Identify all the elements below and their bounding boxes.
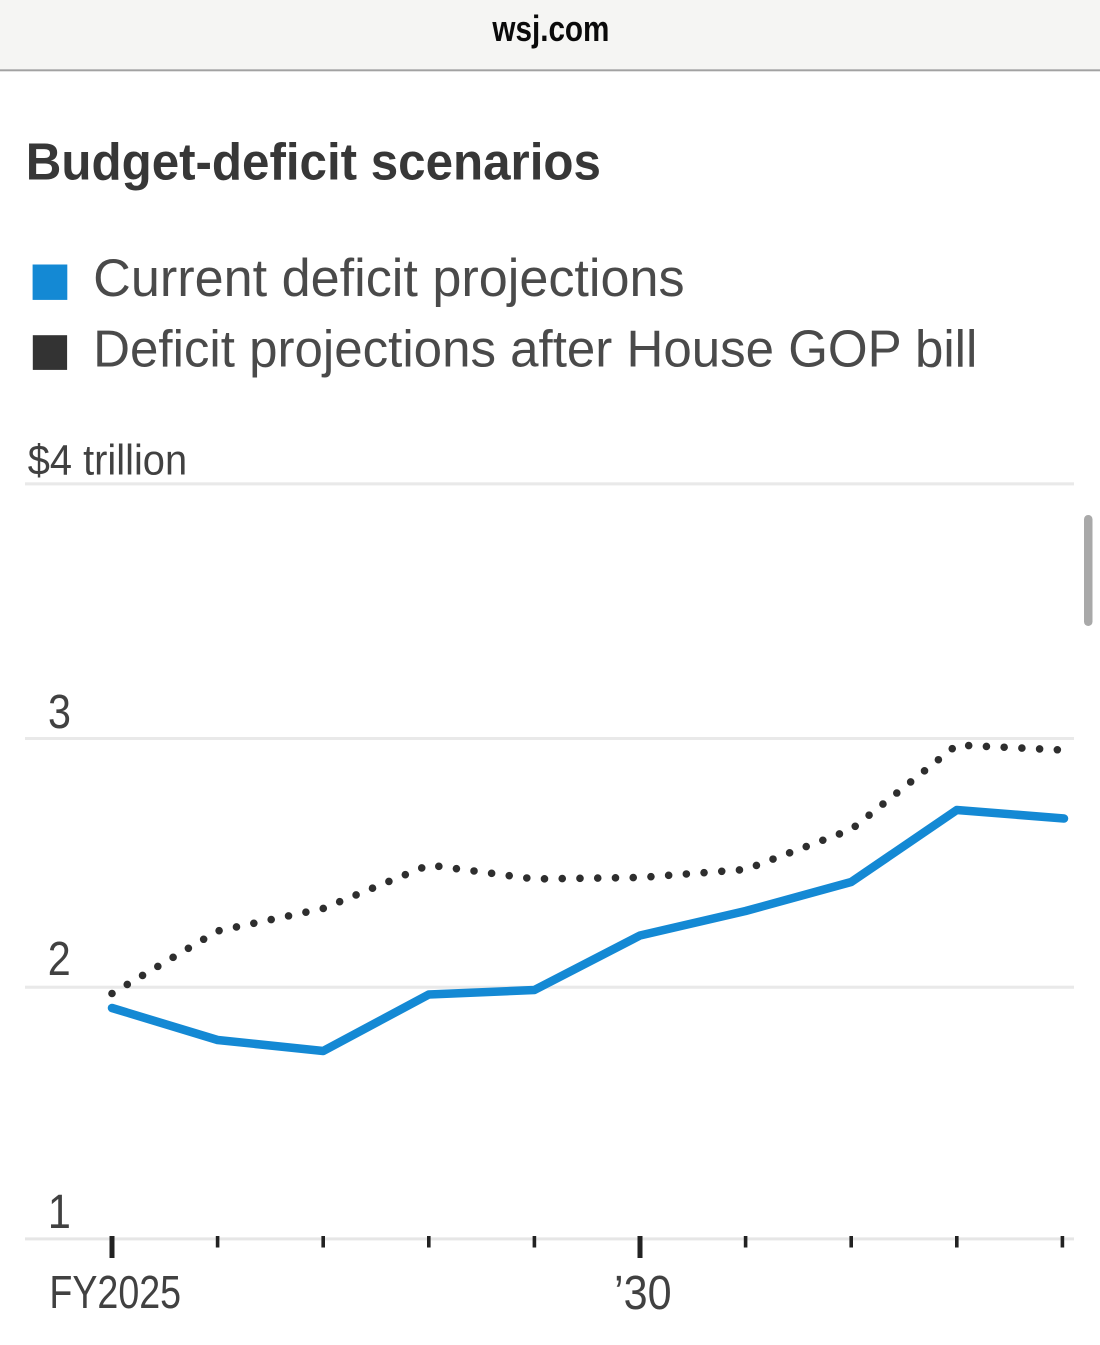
svg-text:FY2025: FY2025	[49, 1266, 181, 1318]
svg-text:1: 1	[48, 1185, 71, 1239]
svg-text:3: 3	[48, 685, 71, 739]
svg-text:wsj.com: wsj.com	[492, 8, 610, 48]
svg-text:Current deficit projections: Current deficit projections	[93, 250, 684, 308]
svg-text:2: 2	[48, 932, 71, 986]
svg-text:Budget-deficit scenarios: Budget-deficit scenarios	[26, 132, 601, 191]
svg-text:$4 trillion: $4 trillion	[28, 435, 187, 484]
svg-text:Deficit projections after Hous: Deficit projections after House GOP bill	[93, 319, 977, 378]
svg-text:’30: ’30	[614, 1264, 672, 1319]
